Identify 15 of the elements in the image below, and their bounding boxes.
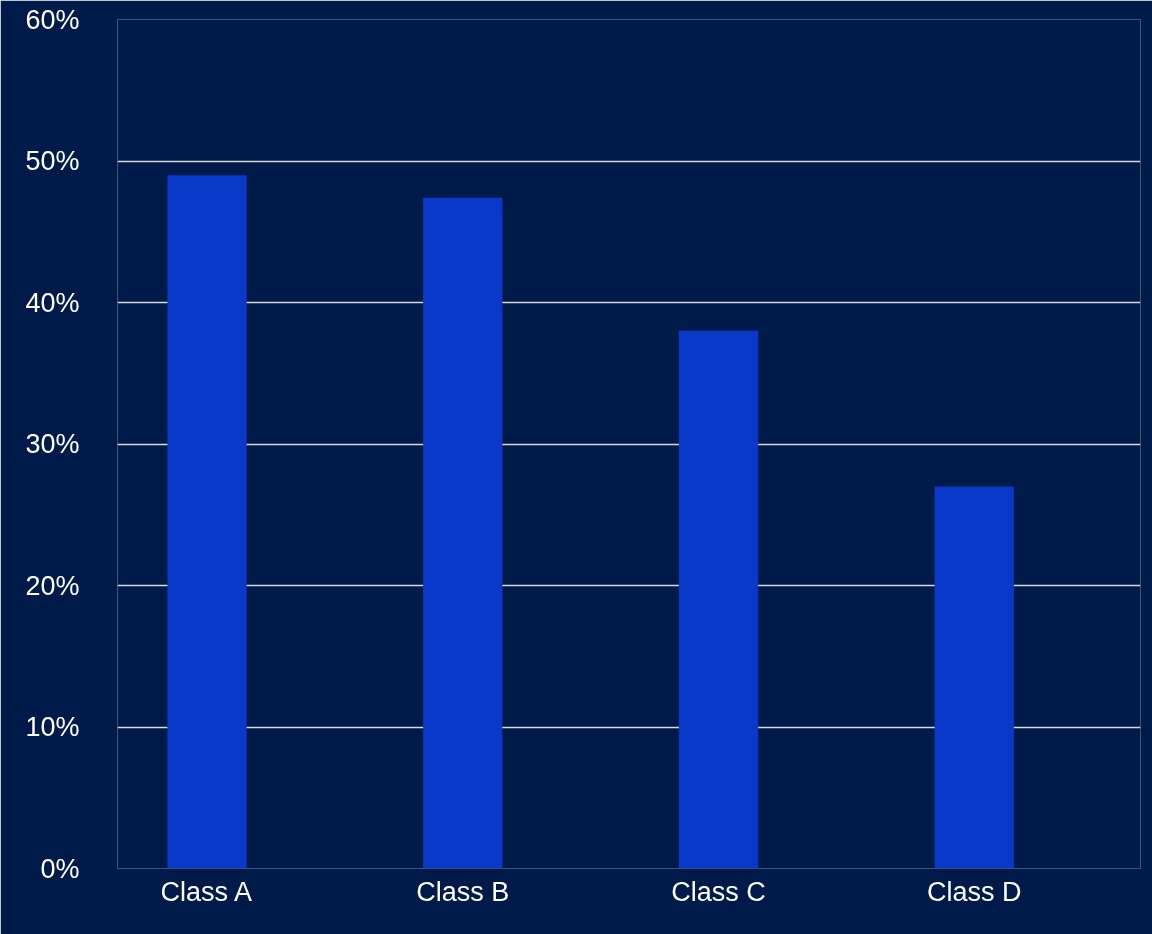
y-tick-label: 30% bbox=[25, 429, 80, 459]
y-tick-label: 10% bbox=[25, 712, 80, 742]
bar bbox=[423, 197, 503, 869]
bar bbox=[678, 330, 759, 869]
y-tick-label: 0% bbox=[40, 853, 80, 884]
y-tick-label: 50% bbox=[25, 146, 80, 176]
x-tick-label: Class B bbox=[416, 876, 510, 907]
x-tick-label: Class D bbox=[927, 876, 1022, 907]
bar bbox=[167, 175, 247, 869]
y-tick-label: 40% bbox=[25, 287, 80, 318]
x-tick-label: Class C bbox=[671, 876, 766, 907]
bar bbox=[934, 486, 1014, 869]
y-tick-label: 60% bbox=[25, 4, 80, 35]
y-tick-label: 20% bbox=[25, 570, 80, 601]
x-tick-label: Class A bbox=[160, 876, 253, 907]
